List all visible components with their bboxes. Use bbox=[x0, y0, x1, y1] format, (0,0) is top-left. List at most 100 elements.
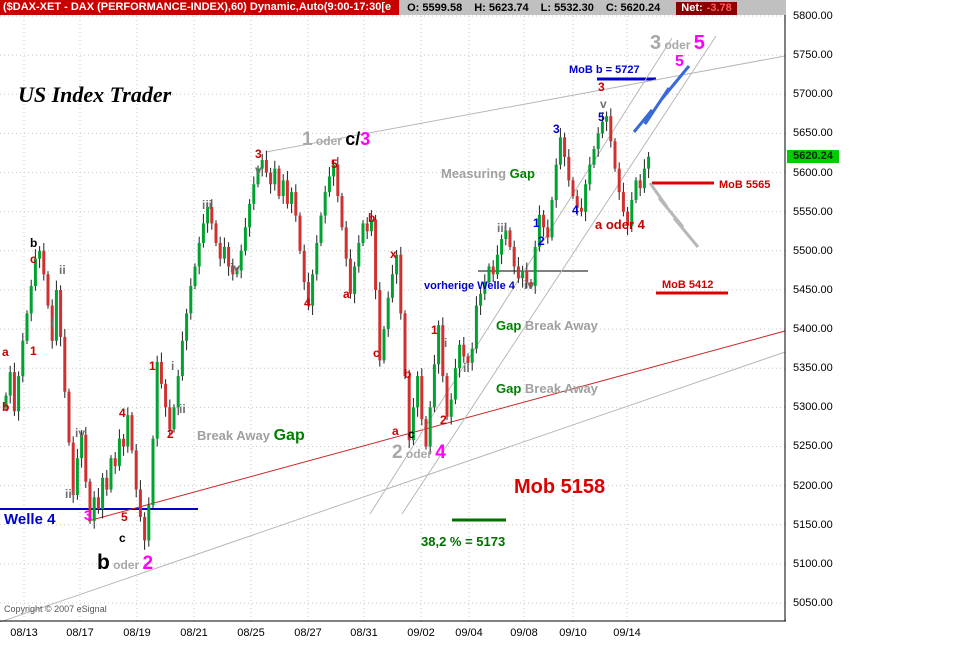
candle-body bbox=[630, 199, 634, 226]
wave-label-c[interactable]: c bbox=[408, 426, 415, 442]
wave-label-i[interactable]: i bbox=[171, 358, 174, 374]
wave-label-iii[interactable]: iii bbox=[497, 220, 507, 236]
wave-label-iii[interactable]: iii bbox=[65, 486, 75, 502]
candlestick-bar bbox=[172, 404, 176, 433]
gray-channel-left-line[interactable] bbox=[369, 37, 673, 515]
wave-label-ii[interactable]: ii bbox=[59, 262, 66, 278]
label-mob-b-5727[interactable]: MoB b = 5727 bbox=[569, 61, 640, 77]
wave-label-2[interactable]: 2 bbox=[538, 233, 545, 249]
label-mob-5412[interactable]: MoB 5412 bbox=[662, 276, 713, 292]
annotation-text: oder bbox=[109, 558, 143, 572]
candlestick-bar bbox=[575, 189, 579, 216]
candlestick-bar bbox=[458, 340, 462, 378]
wave-label-c[interactable]: c bbox=[373, 345, 380, 361]
wave-label-4[interactable]: 4 bbox=[119, 405, 126, 421]
wave-label-5[interactable]: 5 bbox=[675, 54, 684, 70]
wave-label-v[interactable]: v bbox=[255, 162, 262, 178]
candle-body bbox=[390, 274, 394, 298]
gray-channel-right-line[interactable] bbox=[401, 35, 717, 515]
candlestick-bar bbox=[386, 291, 390, 337]
wave-label-c[interactable]: c bbox=[30, 251, 37, 267]
wave-label-3[interactable]: 3 bbox=[84, 508, 92, 524]
label-vorherige-welle-4[interactable]: vorherige Welle 4 bbox=[424, 277, 515, 293]
wave-label-2[interactable]: 2 bbox=[440, 412, 447, 428]
bullish-projection-zigzag[interactable] bbox=[632, 65, 691, 133]
wave-label-iv[interactable]: iv bbox=[230, 260, 240, 276]
candle-body bbox=[193, 266, 197, 287]
label-mob-5565[interactable]: MoB 5565 bbox=[719, 176, 770, 192]
gray-resistance-line[interactable] bbox=[265, 55, 786, 153]
wave-label-a[interactable]: a bbox=[2, 344, 9, 360]
wave-label-i[interactable]: i bbox=[444, 335, 447, 351]
annotation-text: 2 bbox=[392, 442, 403, 463]
label-3-oder-5[interactable]: 3 oder 5 bbox=[650, 33, 705, 53]
label-2-oder-4[interactable]: 2 oder 4 bbox=[392, 443, 446, 462]
annotation-text: vorherige bbox=[424, 280, 478, 292]
annotation-text: Gap bbox=[496, 381, 525, 396]
wave-label-1[interactable]: 1 bbox=[149, 358, 156, 374]
wave-label-5[interactable]: 5 bbox=[121, 509, 128, 525]
label-fib-382[interactable]: 38,2 % = 5173 bbox=[421, 534, 505, 550]
label-a-oder-4[interactable]: a oder 4 bbox=[595, 217, 645, 233]
red-uptrend-line[interactable] bbox=[87, 330, 786, 522]
wave-label-b[interactable]: b bbox=[368, 210, 375, 226]
candlestick-bar bbox=[571, 177, 575, 200]
wave-label-i[interactable]: i bbox=[51, 315, 54, 331]
wave-label-5[interactable]: 5 bbox=[598, 109, 605, 125]
label-break-away-gap[interactable]: Break Away Gap bbox=[197, 428, 305, 444]
wave-label-iv[interactable]: iv bbox=[75, 425, 85, 441]
candlestick-bar bbox=[218, 236, 222, 267]
annotation-text: iv bbox=[230, 261, 241, 275]
wave-label-a[interactable]: a bbox=[343, 286, 350, 302]
bearish-projection-zigzag[interactable] bbox=[648, 182, 700, 248]
wave-label-a[interactable]: a bbox=[392, 423, 399, 439]
wave-label-c[interactable]: c bbox=[119, 530, 126, 546]
candle-body bbox=[113, 458, 117, 467]
label-b-oder-2[interactable]: b oder 2 bbox=[97, 552, 153, 573]
chart-title-bar[interactable]: ($DAX-XET - DAX (PERFORMANCE-INDEX),60) … bbox=[0, 0, 786, 15]
wave-label-ii[interactable]: ii bbox=[179, 401, 186, 417]
wave-label-iv[interactable]: iv bbox=[524, 277, 534, 293]
wave-label-5[interactable]: 5 bbox=[331, 156, 338, 172]
wave-label-ii[interactable]: ii bbox=[463, 360, 470, 376]
candle-body bbox=[592, 149, 596, 165]
wave-label-1[interactable]: 1 bbox=[431, 322, 438, 338]
chart-plot-canvas[interactable] bbox=[0, 0, 786, 622]
wave-label-3[interactable]: 3 bbox=[553, 121, 560, 137]
annotation-text: c bbox=[119, 531, 126, 545]
candle-body bbox=[96, 497, 100, 510]
date-axis[interactable]: 08/13 08/17 08/19 08/21 08/25 08/27 08/31 09/02… bbox=[0, 622, 960, 646]
label-gap-break-away-upper[interactable]: Gap Break Away bbox=[496, 318, 598, 334]
watermark-us-index-trader[interactable]: US Index Trader bbox=[18, 84, 171, 106]
wave-label-3[interactable]: 3 bbox=[598, 79, 605, 95]
label-mob-5158[interactable]: Mob 5158 bbox=[514, 477, 605, 497]
date-axis-label: 09/10 bbox=[559, 627, 587, 639]
candlestick-bar bbox=[567, 149, 571, 187]
wave-label-2[interactable]: 2 bbox=[167, 426, 174, 442]
wave-label-v[interactable]: v bbox=[600, 96, 607, 112]
label-welle-4[interactable]: Welle 4 bbox=[4, 512, 55, 528]
wave-label-b[interactable]: b bbox=[2, 399, 9, 415]
wave-label-4[interactable]: 4 bbox=[304, 295, 311, 311]
wave-label-1[interactable]: 1 bbox=[30, 343, 37, 359]
candlestick-bar bbox=[453, 358, 457, 405]
candlestick-bar bbox=[588, 156, 592, 191]
candlestick-bar bbox=[420, 368, 424, 426]
wave-label-b[interactable]: b bbox=[30, 235, 37, 251]
price-axis[interactable]: 5800.00 5750.00 5700.00 5650.00 5600.00 5550.… bbox=[786, 0, 960, 622]
wave-label-1[interactable]: 1 bbox=[533, 215, 540, 231]
label-measuring-gap[interactable]: Measuring Gap bbox=[441, 166, 535, 182]
wave-label-iii[interactable]: iii bbox=[202, 197, 212, 213]
candlestick-bar bbox=[491, 260, 495, 283]
wave-label-3[interactable]: 3 bbox=[255, 146, 262, 162]
wave-label-b[interactable]: b bbox=[404, 366, 411, 382]
candlestick-bar bbox=[243, 217, 247, 256]
annotation-text: Gap bbox=[496, 318, 525, 333]
annotation-text: 3 bbox=[360, 129, 371, 149]
label-1-oder-c3[interactable]: 1 oder c/3 bbox=[302, 130, 370, 149]
gray-longterm-trendline[interactable] bbox=[0, 351, 786, 622]
wave-label-x[interactable]: x bbox=[390, 246, 397, 262]
wave-label-4[interactable]: 4 bbox=[572, 202, 579, 218]
candle-body bbox=[479, 293, 483, 306]
label-gap-break-away-lower[interactable]: Gap Break Away bbox=[496, 381, 598, 397]
